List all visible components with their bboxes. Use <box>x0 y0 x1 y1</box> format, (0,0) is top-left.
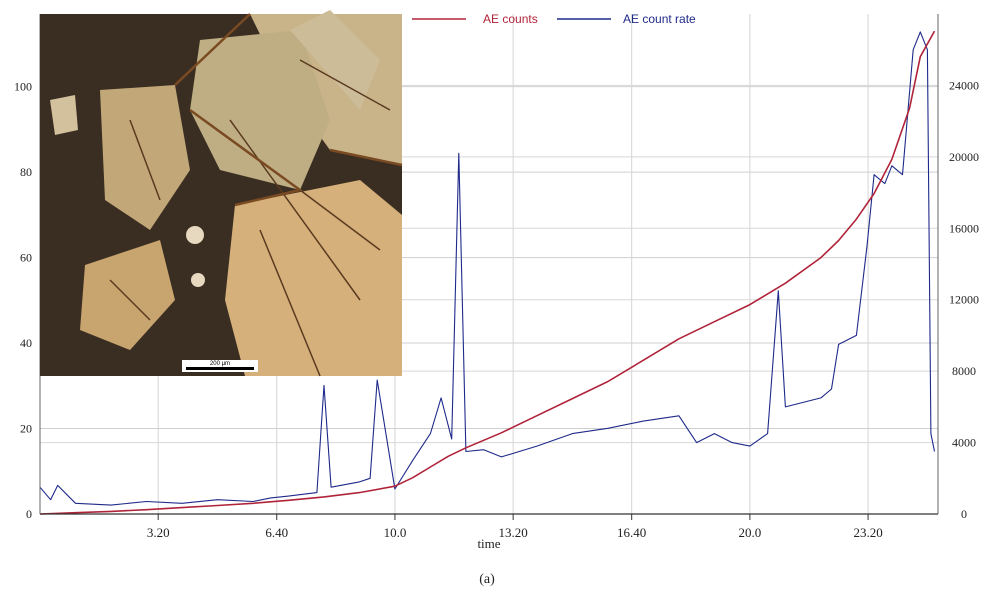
y-right-tick-label-2: 8000 <box>952 364 976 378</box>
x-axis-label: time <box>477 536 500 551</box>
y-right-tick-label-3: 12000 <box>949 293 979 307</box>
figure-caption: (a) <box>479 572 495 587</box>
legend: AE counts AE count rate <box>412 12 696 26</box>
y-right-tick-label-6: 24000 <box>949 78 979 92</box>
series-line-ae-counts <box>39 30 936 515</box>
y-right-tick-label-1: 4000 <box>952 436 976 450</box>
y-right-tick-label-5: 20000 <box>949 150 979 164</box>
inset-scale-label: 200 μm <box>210 361 230 367</box>
x-tick-label-3: 13.20 <box>499 525 528 540</box>
x-tick-label-6: 23.20 <box>853 525 882 540</box>
y-left-tick-label-5: 100 <box>14 80 32 94</box>
x-tick-label-1: 6.40 <box>265 525 288 540</box>
legend-label-ae-counts: AE counts <box>483 12 538 26</box>
y-left-tick-label-0: 0 <box>26 507 32 521</box>
y-left-tick-label-1: 20 <box>20 422 32 436</box>
x-tick-label-5: 20.0 <box>739 525 762 540</box>
x-tick-label-2: 10.0 <box>384 525 407 540</box>
tick-labels: 3.20 6.40 10.0 13.20 16.40 20.0 23.20 0 20 40 60 80… <box>14 78 979 540</box>
inset-micrograph: 200 μm <box>40 10 403 377</box>
y-left-tick-label-4: 80 <box>20 165 32 179</box>
x-tick-label-4: 16.40 <box>617 525 646 540</box>
x-tick-label-0: 3.20 <box>147 525 170 540</box>
series-layer <box>39 30 936 515</box>
y-left-tick-label-2: 40 <box>20 336 32 350</box>
series-line-ae-count-rate <box>39 31 936 506</box>
y-right-tick-label-0: 0 <box>961 507 967 521</box>
legend-label-ae-count-rate: AE count rate <box>623 12 696 26</box>
y-left-tick-label-3: 60 <box>20 251 32 265</box>
y-right-tick-label-4: 16000 <box>949 221 979 235</box>
